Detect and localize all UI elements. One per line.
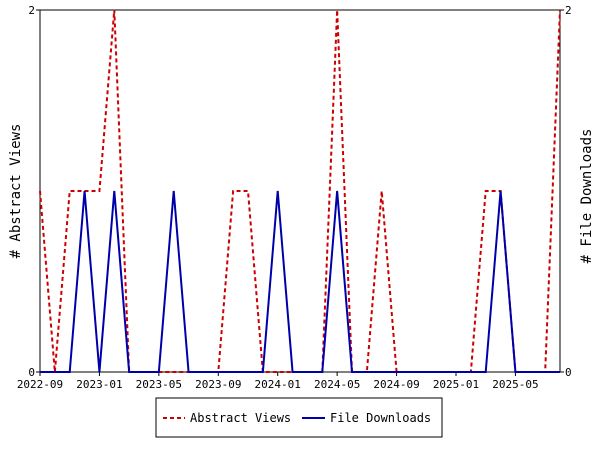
y-left-tick-label: 2 [28,4,35,17]
series-layer [39,9,561,373]
x-tick-label: 2022-09 [17,378,63,391]
y-axis-right-title: # File Downloads [579,129,595,264]
x-axis-ticks: 2022-09 2023-01 2023-05 2023-09 2024-01 2024-… [17,372,539,391]
x-tick-label: 2025-01 [433,378,479,391]
plot-area [39,9,561,373]
x-tick-label: 2023-01 [76,378,122,391]
y-axis-ticks: 0 0 2 2 [28,4,571,379]
legend-label-abstract-views: Abstract Views [190,411,291,425]
x-tick-label: 2024-01 [255,378,301,391]
x-tick-label: 2024-05 [314,378,360,391]
series-line-abstract-views [39,9,561,373]
x-tick-label: 2023-09 [195,378,241,391]
x-tick-label: 2023-05 [136,378,182,391]
legend: Abstract Views File Downloads [155,397,443,438]
legend-box [155,397,443,438]
x-tick-label: 2024-09 [373,378,419,391]
series-line-file-downloads [40,190,560,373]
x-tick-label: 2025-05 [492,378,538,391]
y-right-tick-label: 0 [565,366,572,379]
y-left-tick-label: 0 [28,366,35,379]
y-axis-left-title: # Abstract Views [8,124,24,259]
legend-label-file-downloads: File Downloads [330,411,431,425]
y-right-tick-label: 2 [565,4,572,17]
